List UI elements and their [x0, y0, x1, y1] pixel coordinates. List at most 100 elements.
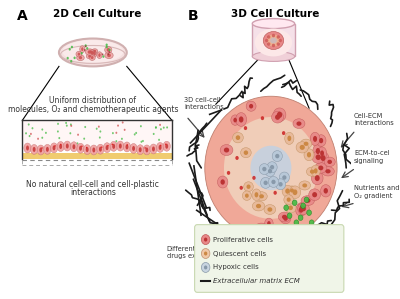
Ellipse shape	[39, 147, 42, 152]
Circle shape	[304, 197, 309, 202]
Ellipse shape	[318, 166, 323, 170]
Circle shape	[74, 57, 76, 59]
Circle shape	[100, 130, 101, 132]
Ellipse shape	[77, 143, 84, 153]
Circle shape	[102, 55, 104, 58]
Circle shape	[163, 126, 165, 129]
Circle shape	[166, 126, 168, 129]
Ellipse shape	[305, 198, 310, 203]
Ellipse shape	[244, 182, 253, 192]
Ellipse shape	[254, 192, 258, 197]
Bar	[252, 24, 295, 57]
Ellipse shape	[242, 191, 251, 200]
Ellipse shape	[310, 132, 320, 146]
Ellipse shape	[205, 96, 337, 239]
Ellipse shape	[259, 226, 264, 231]
Circle shape	[307, 210, 312, 216]
Ellipse shape	[132, 146, 135, 151]
Ellipse shape	[165, 144, 168, 149]
Ellipse shape	[50, 143, 58, 153]
Ellipse shape	[313, 144, 323, 158]
Ellipse shape	[300, 205, 304, 210]
Circle shape	[41, 147, 43, 149]
Ellipse shape	[70, 142, 78, 152]
Ellipse shape	[267, 162, 277, 173]
Circle shape	[28, 123, 30, 126]
Text: Differential
drugs exposure in layers: Differential drugs exposure in layers	[167, 246, 249, 260]
Circle shape	[69, 48, 71, 51]
Circle shape	[244, 126, 247, 130]
Circle shape	[71, 46, 73, 48]
Ellipse shape	[159, 145, 162, 150]
Ellipse shape	[80, 46, 85, 53]
Bar	[22, 120, 172, 150]
Ellipse shape	[152, 147, 155, 152]
Circle shape	[240, 186, 243, 190]
Circle shape	[30, 133, 32, 135]
Ellipse shape	[86, 49, 94, 55]
Ellipse shape	[315, 163, 327, 173]
Ellipse shape	[79, 56, 82, 59]
Ellipse shape	[145, 147, 148, 152]
Ellipse shape	[304, 142, 308, 146]
Circle shape	[127, 144, 128, 146]
Circle shape	[29, 135, 30, 137]
Ellipse shape	[130, 144, 137, 153]
Ellipse shape	[136, 145, 144, 155]
Text: B: B	[188, 9, 198, 23]
Circle shape	[227, 171, 230, 175]
Ellipse shape	[24, 143, 31, 153]
Ellipse shape	[156, 142, 164, 152]
Circle shape	[235, 156, 239, 160]
Ellipse shape	[296, 121, 302, 126]
Circle shape	[57, 123, 59, 125]
Ellipse shape	[88, 49, 94, 54]
Ellipse shape	[322, 167, 334, 176]
Circle shape	[60, 144, 62, 145]
Circle shape	[165, 144, 166, 145]
Ellipse shape	[264, 181, 268, 185]
Circle shape	[84, 44, 87, 47]
Circle shape	[96, 128, 98, 130]
Ellipse shape	[302, 183, 307, 187]
Ellipse shape	[37, 145, 44, 155]
Circle shape	[70, 132, 71, 134]
Ellipse shape	[272, 34, 275, 37]
Circle shape	[284, 205, 288, 210]
FancyBboxPatch shape	[195, 225, 344, 292]
Ellipse shape	[90, 50, 92, 53]
Ellipse shape	[90, 51, 94, 54]
Ellipse shape	[324, 188, 328, 193]
Circle shape	[116, 140, 117, 142]
Circle shape	[274, 191, 277, 195]
Ellipse shape	[249, 104, 253, 109]
Ellipse shape	[252, 19, 295, 29]
Text: Cell-ECM
interactions: Cell-ECM interactions	[354, 113, 394, 126]
Ellipse shape	[299, 207, 303, 213]
Ellipse shape	[315, 175, 320, 181]
Text: 2D Cell Culture: 2D Cell Culture	[53, 9, 141, 19]
Ellipse shape	[282, 175, 286, 180]
Text: Proliferative cells: Proliferative cells	[213, 237, 273, 242]
Ellipse shape	[250, 146, 292, 190]
Circle shape	[107, 145, 109, 147]
Ellipse shape	[232, 132, 243, 143]
Ellipse shape	[117, 141, 124, 151]
Ellipse shape	[320, 184, 331, 197]
Ellipse shape	[255, 223, 268, 233]
Circle shape	[117, 124, 119, 127]
Ellipse shape	[321, 155, 326, 161]
Ellipse shape	[231, 115, 240, 125]
Ellipse shape	[88, 50, 92, 54]
Circle shape	[84, 49, 86, 51]
Ellipse shape	[324, 157, 335, 167]
Ellipse shape	[265, 166, 275, 177]
Circle shape	[202, 263, 210, 272]
Circle shape	[99, 136, 101, 139]
Ellipse shape	[310, 170, 315, 174]
Ellipse shape	[88, 51, 96, 56]
Ellipse shape	[276, 35, 280, 39]
Circle shape	[70, 60, 72, 62]
Circle shape	[124, 129, 126, 131]
Ellipse shape	[268, 207, 272, 212]
